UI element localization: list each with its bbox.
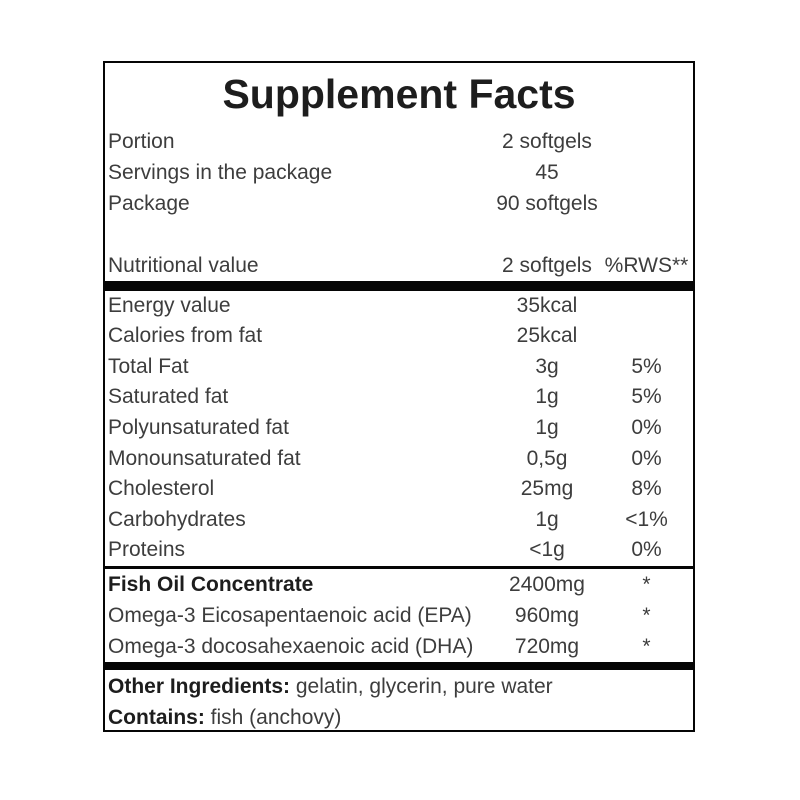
nutrient-label: Total Fat xyxy=(108,354,189,378)
thick-separator-bottom xyxy=(105,662,693,670)
thin-separator xyxy=(105,566,693,569)
nutrient-percent: 0% xyxy=(631,415,662,439)
footnote-text: Contains: fish (anchovy) xyxy=(108,702,341,733)
nutrient-amount: 1g xyxy=(535,415,559,439)
nutrient-row: Carbohydrates 1g <1% xyxy=(105,505,693,536)
active-percent: * xyxy=(642,635,651,658)
footnote-prefix: Other Ingredients: xyxy=(108,675,291,698)
meta-value: 90 softgels xyxy=(496,191,598,215)
active-row: Fish Oil Concentrate 2400mg * xyxy=(105,569,693,600)
nutrient-amount: 25kcal xyxy=(516,324,578,348)
active-amount: 2400mg xyxy=(509,573,585,596)
footnote-row: Contains: fish (anchovy) xyxy=(105,702,693,733)
meta-label: Servings in the package xyxy=(108,160,333,184)
active-percent: * xyxy=(642,604,651,627)
active-amount: 960mg xyxy=(514,604,580,627)
nutrient-amount: 35kcal xyxy=(516,293,578,317)
active-row: Omega-3 docosahexaenoic acid (DHA) 720mg… xyxy=(105,631,693,662)
meta-value: 45 xyxy=(535,160,559,184)
nutrient-amount: 0,5g xyxy=(526,446,568,470)
nutrient-row: Energy value 35kcal xyxy=(105,291,693,322)
nutrient-row: Calories from fat 25kcal xyxy=(105,321,693,352)
nutrient-label: Polyunsaturated fat xyxy=(108,415,289,439)
footnote-body: fish (anchovy) xyxy=(204,706,342,729)
meta-row-servings: Servings in the package 45 xyxy=(105,157,693,188)
meta-row-package: Package 90 softgels xyxy=(105,188,693,219)
nutrient-row: Saturated fat 1g 5% xyxy=(105,382,693,413)
nutrient-amount: 1g xyxy=(535,507,559,531)
active-amount: 720mg xyxy=(514,635,580,658)
nutrient-amount: 1g xyxy=(535,385,559,409)
nutrient-label: Saturated fat xyxy=(108,385,229,409)
active-percent: * xyxy=(642,573,651,596)
footnote-prefix: Contains: xyxy=(108,706,205,729)
nutrient-percent: 8% xyxy=(631,477,662,501)
footnote-text: Other Ingredients: gelatin, glycerin, pu… xyxy=(108,671,553,702)
nutrient-row: Monounsaturated fat 0,5g 0% xyxy=(105,444,693,475)
thick-separator-top xyxy=(105,280,693,291)
active-row: Omega-3 Eicosapentaenoic acid (EPA) 960m… xyxy=(105,600,693,631)
nutrient-row: Proteins <1g 0% xyxy=(105,535,693,566)
meta-value: 2 softgels xyxy=(502,129,592,153)
column-header-amount: 2 softgels xyxy=(502,253,592,277)
nutrient-row: Cholesterol 25mg 8% xyxy=(105,474,693,505)
active-label: Omega-3 docosahexaenoic acid (DHA) xyxy=(108,635,474,658)
nutrient-percent: <1% xyxy=(625,507,668,531)
footnote-row: Other Ingredients: gelatin, glycerin, pu… xyxy=(105,671,693,702)
active-label: Fish Oil Concentrate xyxy=(108,573,314,596)
supplement-facts-panel: Supplement Facts Portion 2 softgels Serv… xyxy=(103,61,695,732)
nutrient-percent: 5% xyxy=(631,385,662,409)
column-header-row: Nutritional value 2 softgels %RWS** xyxy=(105,250,693,281)
meta-label: Portion xyxy=(108,129,175,153)
footnote-body: gelatin, glycerin, pure water xyxy=(290,675,553,698)
nutrient-row: Polyunsaturated fat 1g 0% xyxy=(105,413,693,444)
column-header-label: Nutritional value xyxy=(108,253,259,277)
nutrient-row: Total Fat 3g 5% xyxy=(105,352,693,383)
nutrient-label: Calories from fat xyxy=(108,324,263,348)
meta-label: Package xyxy=(108,191,190,215)
nutrient-percent: 0% xyxy=(631,446,662,470)
nutrient-amount: <1g xyxy=(529,538,565,562)
nutrient-label: Cholesterol xyxy=(108,477,215,501)
nutrient-amount: 25mg xyxy=(520,477,574,501)
active-label: Omega-3 Eicosapentaenoic acid (EPA) xyxy=(108,604,472,627)
nutrient-label: Carbohydrates xyxy=(108,507,246,531)
column-header-percent: %RWS** xyxy=(604,253,689,277)
panel-title: Supplement Facts xyxy=(222,70,576,117)
nutrient-label: Energy value xyxy=(108,293,231,317)
meta-row-portion: Portion 2 softgels xyxy=(105,126,693,157)
nutrient-label: Monounsaturated fat xyxy=(108,446,301,470)
nutrient-amount: 3g xyxy=(535,354,559,378)
nutrient-label: Proteins xyxy=(108,538,186,562)
nutrient-percent: 0% xyxy=(631,538,662,562)
nutrient-percent: 5% xyxy=(631,354,662,378)
